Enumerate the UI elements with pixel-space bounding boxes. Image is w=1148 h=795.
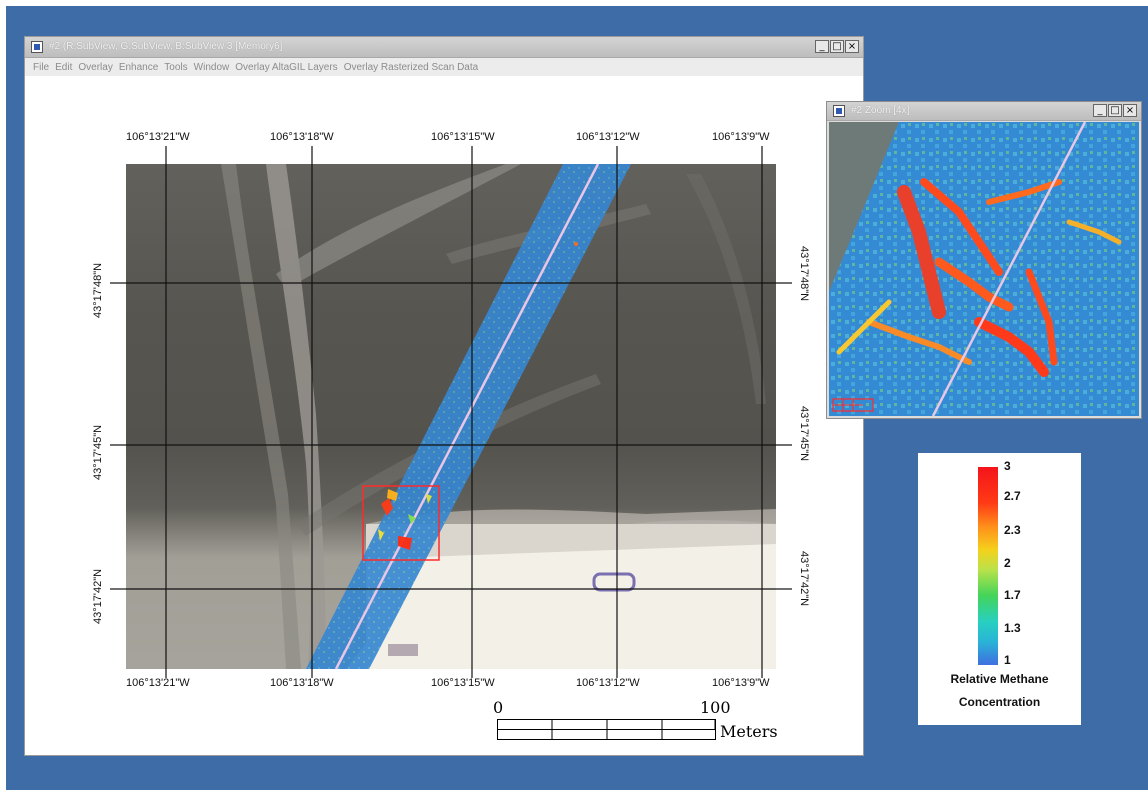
legend-tick-2: 2 (1004, 556, 1011, 570)
menu-overlay-gis-layers[interactable]: Overlay AltaGIL Layers (235, 62, 338, 73)
aerial-map-image[interactable] (126, 164, 776, 669)
zoom-maximize-button[interactable]: □ (1108, 104, 1122, 117)
scale-start-label: 0 (493, 698, 504, 717)
window-app-icon (31, 41, 43, 53)
main-menubar: File Edit Overlay Enhance Tools Window O… (25, 58, 863, 76)
top-longitude-label-4: 106°13'12"W (576, 131, 640, 143)
map-overlay-graphics (126, 164, 776, 669)
menu-overlay[interactable]: Overlay (78, 62, 113, 73)
close-button[interactable]: × (845, 40, 859, 53)
zoom-minimize-button[interactable]: _ (1093, 104, 1107, 117)
menu-edit[interactable]: Edit (55, 62, 73, 73)
top-longitude-label-1: 106°13'21"W (126, 131, 190, 143)
menu-window[interactable]: Window (193, 62, 230, 73)
zoom-image[interactable] (829, 122, 1139, 416)
legend-color-bar (978, 467, 998, 665)
legend-tick-1-7: 1.7 (1004, 588, 1021, 602)
map-grid-extensions (110, 146, 792, 678)
main-titlebar[interactable]: #2 (R:SubView, G:SubView, B:SubView 3 [M… (25, 37, 863, 58)
top-longitude-label-2: 106°13'18"W (270, 131, 334, 143)
zoom-titlebar[interactable]: #2 Zoom [4x] _ □ × (827, 102, 1141, 121)
bottom-longitude-label-3: 106°13'15"W (431, 677, 495, 689)
zoom-window[interactable]: #2 Zoom [4x] _ □ × (826, 101, 1142, 419)
scale-end-label: 100 (700, 698, 731, 717)
maximize-button[interactable]: □ (830, 40, 844, 53)
zoom-window-icon (833, 105, 845, 117)
main-window-title: #2 (R:SubView, G:SubView, B:SubView 3 [M… (49, 41, 283, 52)
bottom-longitude-label-5: 106°13'9"W (712, 677, 770, 689)
legend-tick-2-3: 2.3 (1004, 523, 1021, 537)
scale-bar (497, 719, 716, 740)
zoom-close-button[interactable]: × (1123, 104, 1137, 117)
zoom-methane-view (829, 122, 1139, 416)
legend-tick-2-7: 2.7 (1004, 489, 1021, 503)
left-latitude-label-1: 43°17'48"N (92, 262, 104, 318)
bottom-longitude-label-2: 106°13'18"W (270, 677, 334, 689)
methane-legend: 3 2.7 2.3 2 1.7 1.3 1 Relative Methane C… (918, 453, 1081, 725)
scale-unit-label: Meters (720, 722, 778, 741)
legend-title-line1: Relative Methane (950, 672, 1049, 686)
minimize-button[interactable]: _ (815, 40, 829, 53)
menu-tools[interactable]: Tools (164, 62, 188, 73)
legend-tick-3: 3 (1004, 459, 1011, 473)
menu-overlay-scan-data[interactable]: Overlay Rasterized Scan Data (343, 62, 479, 73)
legend-tick-1: 1 (1004, 653, 1011, 667)
bottom-longitude-label-1: 106°13'21"W (126, 677, 190, 689)
bottom-longitude-label-4: 106°13'12"W (576, 677, 640, 689)
legend-title-line2: Concentration (958, 695, 1041, 709)
top-longitude-label-3: 106°13'15"W (431, 131, 495, 143)
zoom-window-title: #2 Zoom [4x] (851, 105, 910, 116)
menu-file[interactable]: File (33, 62, 50, 73)
top-longitude-label-5: 106°13'9"W (712, 131, 770, 143)
left-latitude-label-2: 43°17'45"N (92, 424, 104, 480)
menu-enhance[interactable]: Enhance (118, 62, 159, 73)
legend-tick-1-3: 1.3 (1004, 621, 1021, 635)
left-latitude-label-3: 43°17'42"N (92, 568, 104, 624)
